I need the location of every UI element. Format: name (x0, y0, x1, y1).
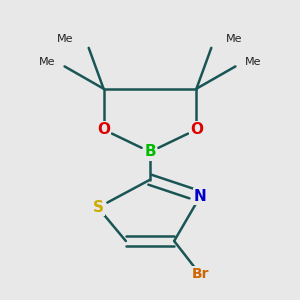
Text: S: S (92, 200, 104, 215)
Text: O: O (97, 122, 110, 137)
Text: Me: Me (226, 34, 243, 44)
Text: Me: Me (57, 34, 74, 44)
Text: Me: Me (39, 57, 55, 67)
Text: Br: Br (191, 268, 209, 281)
Text: B: B (144, 144, 156, 159)
Text: Me: Me (245, 57, 261, 67)
Text: N: N (194, 189, 206, 204)
Text: O: O (190, 122, 203, 137)
